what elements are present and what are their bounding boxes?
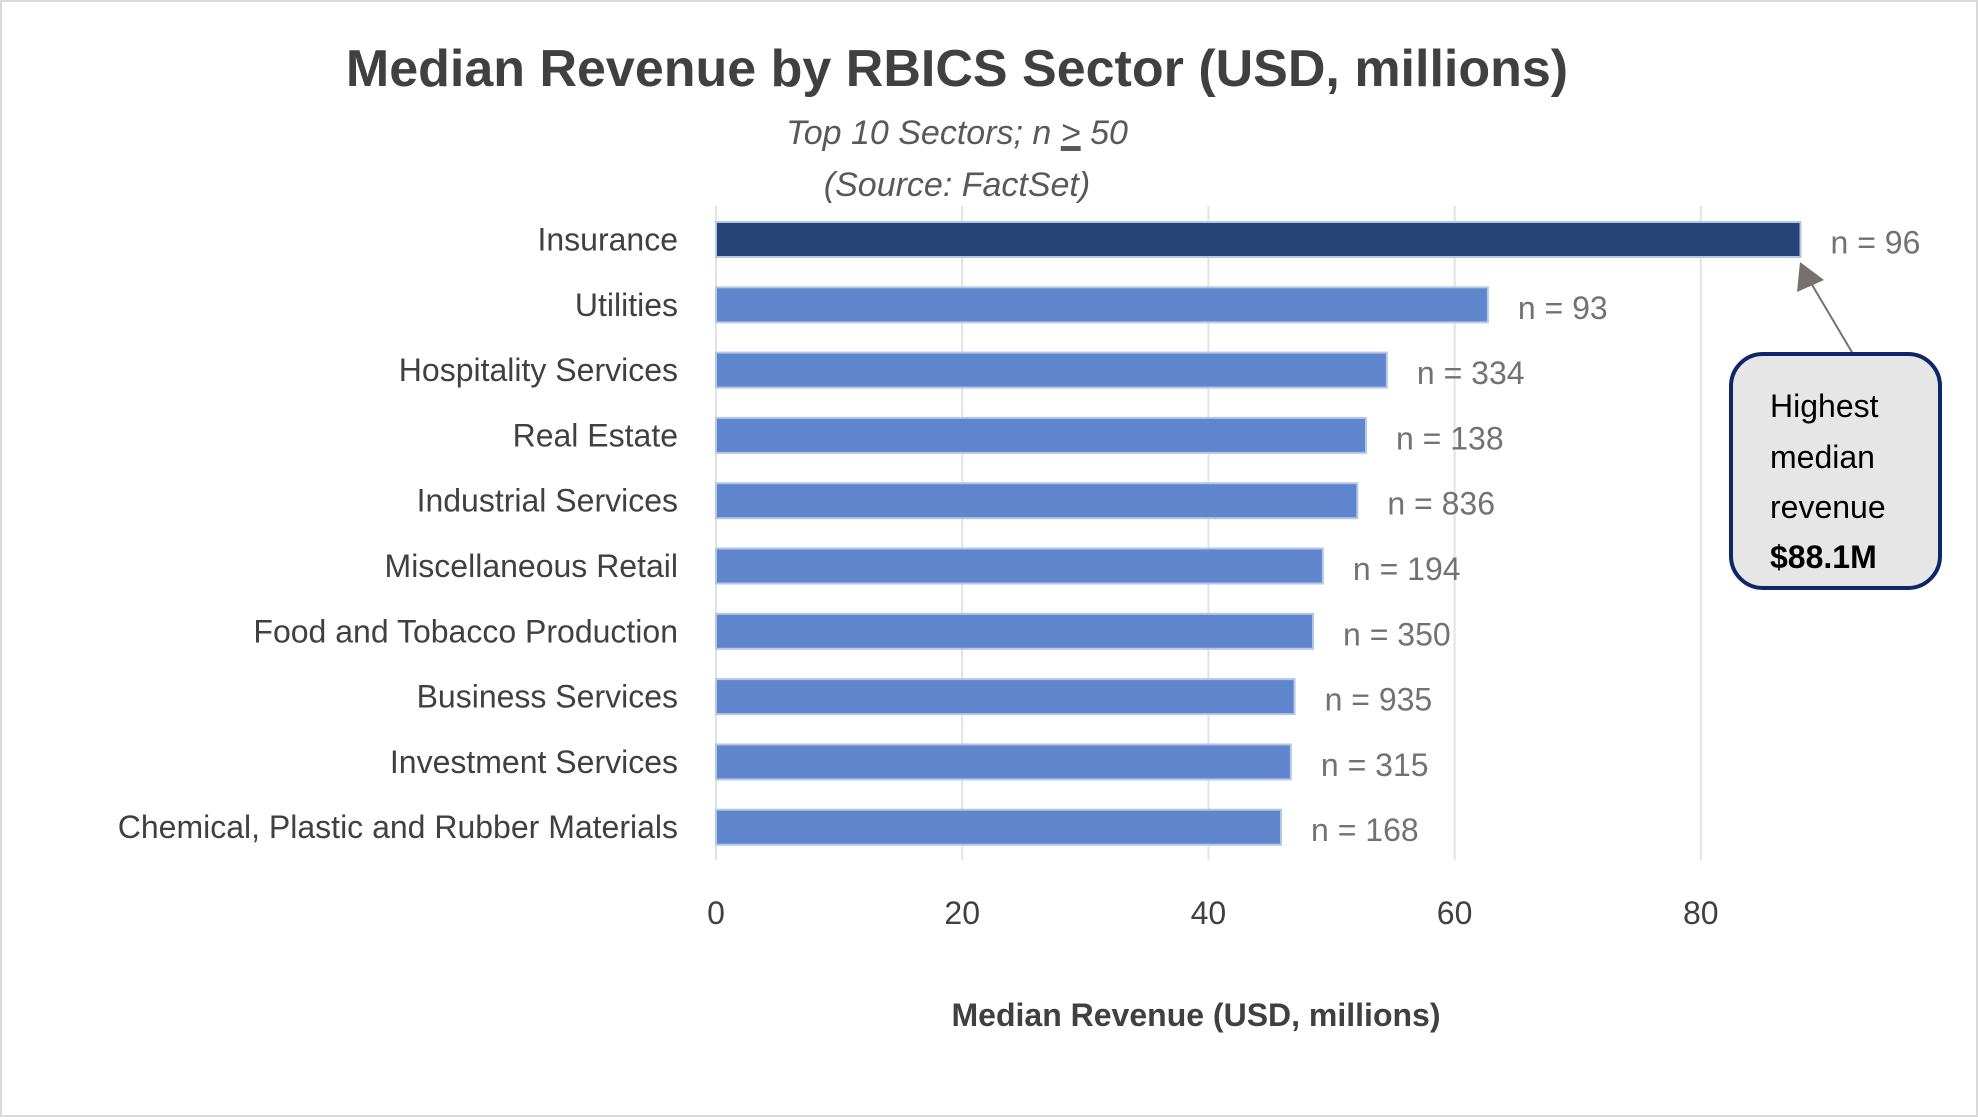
sample-size-label: n = 96 bbox=[1831, 225, 1921, 261]
callout-line-1: Highest bbox=[1770, 388, 1879, 424]
bar bbox=[715, 351, 1388, 389]
callout-arrow-head-icon bbox=[1797, 262, 1824, 292]
sample-size-label: n = 194 bbox=[1353, 551, 1461, 587]
sample-size-label: n = 935 bbox=[1325, 682, 1433, 718]
bar bbox=[715, 612, 1315, 650]
x-tick-label: 0 bbox=[707, 895, 725, 931]
category-label: Hospitality Services bbox=[399, 352, 678, 388]
category-label: Industrial Services bbox=[417, 483, 678, 519]
x-tick-label: 80 bbox=[1683, 895, 1719, 931]
bar bbox=[715, 808, 1283, 846]
sample-size-label: n = 138 bbox=[1396, 420, 1504, 456]
bar bbox=[715, 286, 1489, 324]
subtitle-suffix: 50 bbox=[1081, 114, 1128, 152]
category-labels: Insurance Utilities Hospitality Services Re… bbox=[118, 222, 678, 846]
sample-size-label: n = 836 bbox=[1387, 486, 1495, 522]
chart-subtitle-line1: Top 10 Sectors; n > 50 bbox=[786, 114, 1128, 152]
category-label: Food and Tobacco Production bbox=[253, 613, 678, 649]
category-label: Investment Services bbox=[390, 744, 678, 780]
bar bbox=[715, 743, 1292, 781]
category-label: Miscellaneous Retail bbox=[385, 548, 678, 584]
category-label: Insurance bbox=[537, 222, 678, 258]
category-label: Utilities bbox=[575, 287, 678, 323]
bar bbox=[715, 678, 1296, 716]
x-axis-tick-labels: 0 20 40 60 80 bbox=[707, 895, 1718, 931]
sample-size-label: n = 350 bbox=[1343, 616, 1451, 652]
category-label: Chemical, Plastic and Rubber Materials bbox=[118, 809, 678, 845]
category-label: Business Services bbox=[417, 679, 678, 715]
sample-size-label: n = 168 bbox=[1311, 812, 1419, 848]
callout-arrow-line bbox=[1807, 277, 1854, 355]
sample-size-label: n = 93 bbox=[1518, 290, 1608, 326]
callout-line-3: revenue bbox=[1770, 489, 1886, 525]
x-tick-label: 60 bbox=[1437, 895, 1473, 931]
category-label: Real Estate bbox=[513, 417, 678, 453]
callout-value: $88.1M bbox=[1770, 539, 1877, 575]
x-tick-label: 40 bbox=[1191, 895, 1227, 931]
bar bbox=[715, 416, 1367, 454]
chart-title: Median Revenue by RBICS Sector (USD, mil… bbox=[346, 40, 1568, 98]
highest-median-callout: Highest median revenue $88.1M bbox=[1729, 262, 1942, 590]
sample-size-label: n = 334 bbox=[1417, 355, 1525, 391]
callout-line-2: median bbox=[1770, 439, 1875, 475]
x-tick-label: 20 bbox=[944, 895, 980, 931]
sample-size-labels: n = 96 n = 93 n = 334 n = 138 n = 836 n = 194… bbox=[1311, 225, 1920, 849]
subtitle-geq-symbol: > bbox=[1061, 114, 1081, 152]
bars bbox=[715, 221, 1802, 846]
subtitle-prefix: Top 10 Sectors; n bbox=[786, 114, 1061, 152]
bar bbox=[715, 547, 1324, 585]
bar bbox=[715, 221, 1802, 258]
callout-box bbox=[1729, 352, 1942, 590]
sample-size-label: n = 315 bbox=[1321, 747, 1429, 783]
x-axis-title: Median Revenue (USD, millions) bbox=[952, 997, 1441, 1033]
chart-subtitle-line2: (Source: FactSet) bbox=[824, 166, 1090, 204]
bar bbox=[715, 482, 1359, 520]
